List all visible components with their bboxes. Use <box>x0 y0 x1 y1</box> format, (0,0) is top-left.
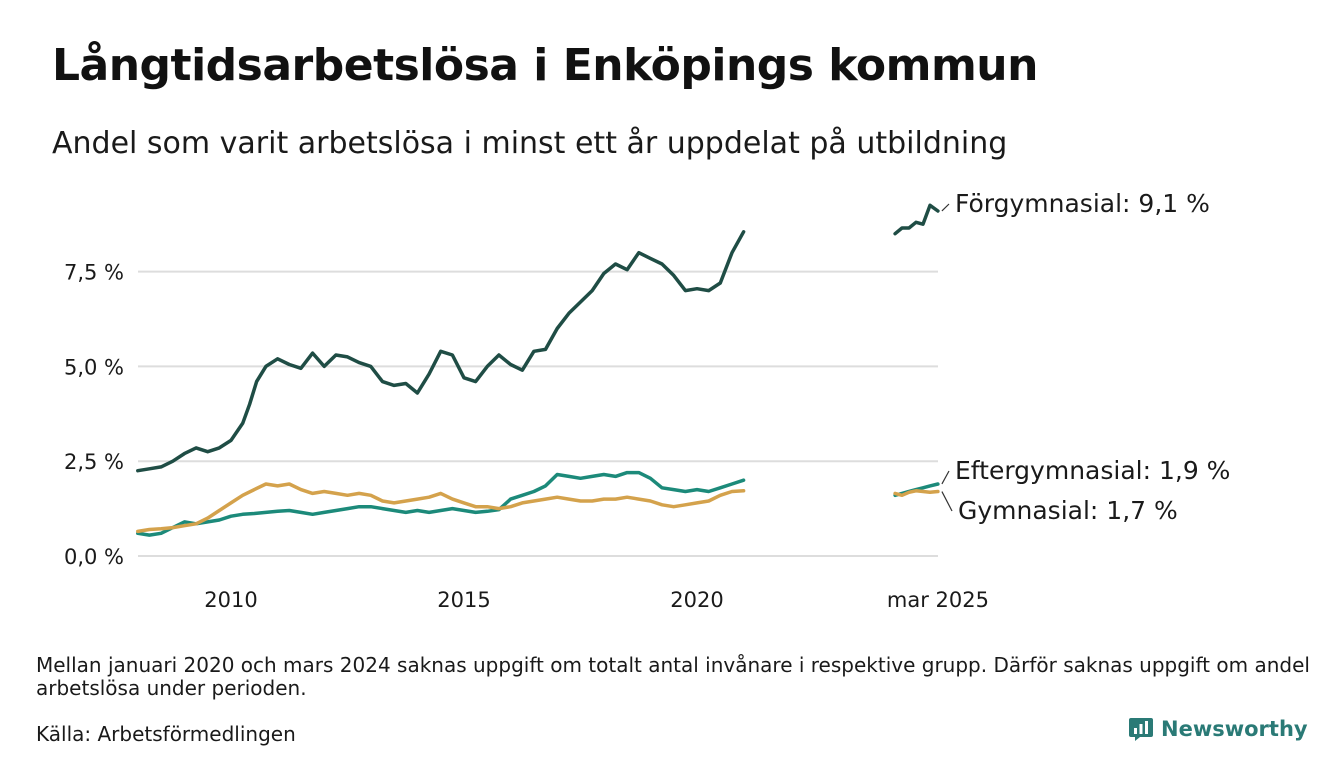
y-tick-label: 0,0 % <box>64 545 124 569</box>
brand: Newsworthy <box>1128 716 1308 742</box>
series-end-label: Gymnasial: 1,7 % <box>958 496 1178 525</box>
series-line-förgymnasial <box>893 203 940 236</box>
series-line-förgymnasial <box>136 230 746 473</box>
x-tick-label: mar 2025 <box>887 588 989 612</box>
line-chart: 0,0 % 2,5 % 5,0 % 7,5 % 2010 2015 2020 mar 202… <box>64 189 1230 612</box>
gridlines <box>138 270 938 557</box>
series-end-label: Förgymnasial: 9,1 % <box>955 189 1210 218</box>
x-tick-label: 2015 <box>437 588 490 612</box>
series-end-label: Eftergymnasial: 1,9 % <box>955 456 1230 485</box>
x-tick-label: 2010 <box>204 588 257 612</box>
y-tick-label: 2,5 % <box>64 450 124 474</box>
chart-subtitle: Andel som varit arbetslösa i minst ett å… <box>52 126 1008 161</box>
x-axis-tick-labels: 2010 2015 2020 mar 2025 <box>204 588 989 612</box>
y-tick-label: 7,5 % <box>64 261 124 285</box>
y-axis-tick-labels: 0,0 % 2,5 % 5,0 % 7,5 % <box>64 261 124 569</box>
newsworthy-logo-icon <box>1129 718 1153 741</box>
label-leader-line <box>941 470 950 485</box>
series-line-gymnasial <box>893 489 940 498</box>
chart-title: Långtidsarbetslösa i Enköpings kommun <box>52 40 1038 91</box>
brand-name: Newsworthy <box>1161 717 1308 741</box>
series-lines <box>136 203 940 537</box>
footnote: Mellan januari 2020 och mars 2024 saknas… <box>36 653 1310 700</box>
series-line-gymnasial <box>136 482 746 534</box>
series-line-eftergymnasial <box>136 470 746 537</box>
source-credit: Källa: Arbetsförmedlingen <box>36 722 296 746</box>
x-tick-label: 2020 <box>670 588 723 612</box>
label-leader-line <box>941 203 950 212</box>
y-tick-label: 5,0 % <box>64 355 124 379</box>
series-end-labels: Förgymnasial: 9,1 % Eftergymnasial: 1,9 %… <box>941 189 1230 525</box>
label-leader-line <box>941 491 953 512</box>
